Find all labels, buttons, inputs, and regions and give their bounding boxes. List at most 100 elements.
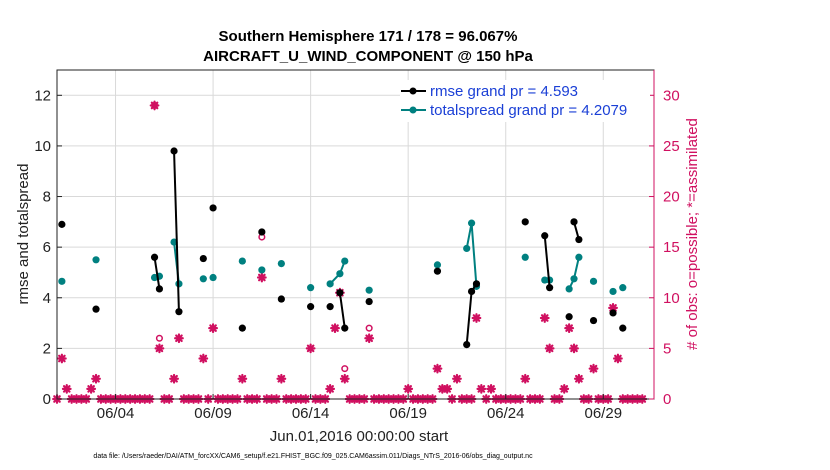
rmse-marker [575,235,583,244]
rmse-marker [155,285,164,293]
y-tick-label: 10 [34,138,51,155]
assimilated-obs-marker [198,353,209,364]
y-axis-right-label: # of obs: o=possible; *=assimilated [684,118,701,350]
rmse-marker [472,280,481,288]
rmse-marker [336,289,344,297]
spread-marker [433,261,442,269]
spread-marker [258,266,266,274]
rmse-marker [565,313,573,321]
spread-marker [565,285,573,293]
x-tick-label: 06/14 [292,405,330,422]
spread-marker [307,284,315,292]
rmse-marker [199,254,207,263]
spread-marker [575,253,583,261]
x-tick-label: 06/24 [487,405,525,422]
rmse-line [173,150,180,312]
assimilated-obs-marker [471,313,482,323]
assimilated-obs-stroke [472,314,481,322]
assimilated-obs-marker [476,383,487,394]
legend-spread-marker [409,106,417,114]
rmse-marker [609,309,617,317]
rmse-marker [307,303,315,311]
assimilated-obs-marker [256,272,267,283]
rmse-marker [570,218,578,226]
assimilated-obs-stroke [170,374,178,383]
spread-line [568,257,580,290]
y-right-tick-label: 20 [663,189,680,206]
legend-spread-label: totalspread grand pr = 4.2079 [430,102,627,119]
spread-marker [277,260,285,268]
assimilated-obs-stroke [150,101,159,110]
possible-obs-marker [365,324,373,332]
spread-marker [326,280,334,288]
rmse-marker [277,295,285,303]
spread-marker [589,277,598,285]
y-tick-label: 12 [34,87,51,104]
y-tick-label: 0 [43,391,51,408]
y-axis-label: rmse and totalspread [15,164,32,305]
assimilated-obs-marker [608,302,618,313]
chart-title-line-2: AIRCRAFT_U_WIND_COMPONENT @ 150 hPa [203,48,533,65]
rmse-line [338,292,346,329]
rmse-marker [175,308,183,316]
assimilated-obs-marker [56,353,67,364]
spread-marker [609,287,617,296]
spread-marker [209,273,217,282]
assimilated-obs-stroke [87,385,95,393]
y-right-tick-label: 5 [663,340,671,357]
assimilated-obs-stroke [199,354,208,363]
series-layer [52,100,648,404]
rmse-marker [433,267,442,275]
assimilated-obs-marker [432,363,443,374]
spread-marker [336,270,344,278]
y-tick-label: 6 [43,239,51,256]
assimilated-obs-stroke [331,324,339,332]
assimilated-obs-stroke [453,374,461,383]
legend-rmse-marker [409,87,417,95]
rmse-marker [619,324,627,332]
assimilated-obs-stroke [487,385,495,393]
assimilated-obs-marker [330,323,340,334]
y-tick-label: 8 [43,189,51,206]
spread-marker [463,244,471,253]
spread-marker [238,257,246,265]
rmse-marker [467,287,476,296]
assimilated-obs-stroke [521,374,530,383]
y-right-tick-label: 0 [663,391,671,408]
rmse-marker [546,284,554,292]
assimilated-obs-marker [539,313,550,323]
rmse-marker [170,147,178,155]
spread-marker [58,277,66,285]
assimilated-obs-marker [149,100,160,111]
assimilated-obs-marker [452,373,462,384]
rmse-marker [258,228,266,236]
rmse-line [153,257,161,290]
assimilated-obs-marker [442,383,453,394]
assimilated-obs-stroke [175,334,183,343]
assimilated-obs-stroke [560,385,569,393]
spread-marker [467,219,476,227]
y-tick-label: 4 [43,290,51,307]
assimilated-obs-marker [237,373,248,384]
y-tick-label: 2 [43,340,51,357]
assimilated-obs-marker [486,383,496,394]
assimilated-obs-stroke [433,364,442,373]
rmse-marker [365,297,373,306]
rmse-marker [341,324,349,332]
assimilated-obs-stroke [306,344,315,353]
assimilated-obs-marker [174,333,184,344]
assimilated-obs-stroke [340,374,349,383]
assimilated-obs-marker [364,333,375,344]
x-tick-label: 06/09 [194,405,232,422]
assimilated-obs-marker [520,373,531,384]
x-tick-label: 06/04 [97,405,135,422]
spread-marker [341,257,349,265]
assimilated-obs-marker [61,383,72,394]
assimilated-obs-marker [86,383,97,394]
assimilated-obs-marker [573,373,584,384]
rmse-marker [58,220,66,228]
assimilated-obs-stroke [609,304,617,312]
assimilated-obs-marker [564,323,575,334]
rmse-marker [92,305,100,313]
